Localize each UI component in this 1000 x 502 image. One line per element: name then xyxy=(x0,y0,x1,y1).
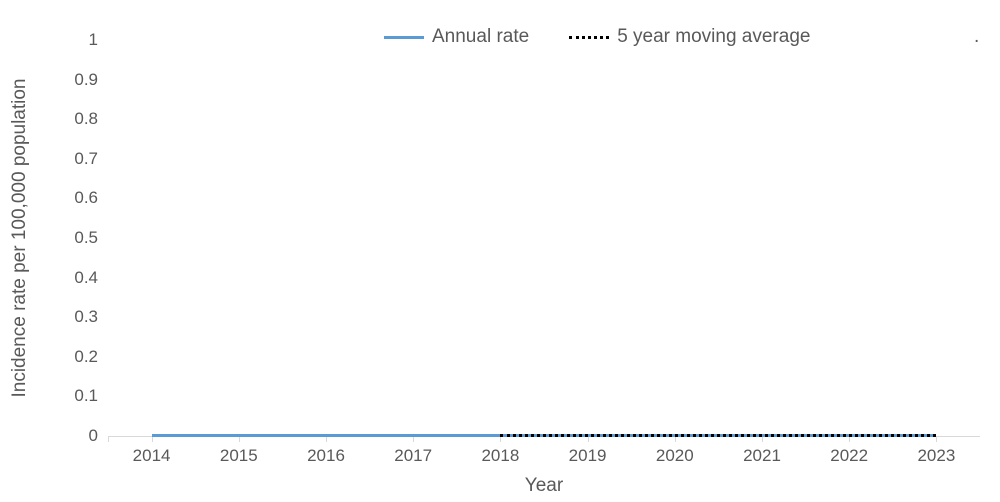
x-tick-label: 2015 xyxy=(220,446,258,466)
y-tick-label: 0.1 xyxy=(58,386,98,406)
x-tick-label: 2019 xyxy=(569,446,607,466)
legend-item-5yr-moving-avg: 5 year moving average xyxy=(569,26,810,48)
x-tick-label: 2017 xyxy=(394,446,432,466)
y-tick-label: 0.8 xyxy=(58,109,98,129)
series-5yr-moving-avg xyxy=(500,434,936,437)
x-tick-label: 2021 xyxy=(743,446,781,466)
x-axis-title: Year xyxy=(525,475,563,497)
y-tick-label: 0.2 xyxy=(58,347,98,367)
y-axis-title: Incidence rate per 100,000 population xyxy=(9,78,31,397)
legend-swatch-annual-rate xyxy=(384,36,424,39)
legend-label: Annual rate xyxy=(432,26,529,48)
plot-area xyxy=(108,40,980,436)
y-tick-label: 0.3 xyxy=(58,307,98,327)
legend-trailing-dot: . xyxy=(974,26,979,48)
y-tick-label: 0 xyxy=(58,426,98,446)
y-tick-label: 0.5 xyxy=(58,228,98,248)
legend-item-annual-rate: Annual rate xyxy=(384,26,529,48)
x-tick-label: 2020 xyxy=(656,446,694,466)
x-tick-label: 2018 xyxy=(481,446,519,466)
x-tick-mark xyxy=(936,436,937,442)
x-tick-label: 2014 xyxy=(133,446,171,466)
y-tick-label: 0.4 xyxy=(58,268,98,288)
chart-legend: Annual rate 5 year moving average xyxy=(384,26,810,48)
x-tick-mark xyxy=(108,436,109,442)
y-tick-label: 0.6 xyxy=(58,188,98,208)
line-chart: Incidence rate per 100,000 population 0 0… xyxy=(0,0,1000,502)
x-tick-label: 2022 xyxy=(830,446,868,466)
legend-label: 5 year moving average xyxy=(617,26,810,48)
x-tick-label: 2023 xyxy=(917,446,955,466)
y-tick-label: 1 xyxy=(58,30,98,50)
y-tick-label: 0.7 xyxy=(58,149,98,169)
legend-swatch-5yr-moving-avg xyxy=(569,36,609,39)
y-tick-label: 0.9 xyxy=(58,70,98,90)
x-tick-label: 2016 xyxy=(307,446,345,466)
